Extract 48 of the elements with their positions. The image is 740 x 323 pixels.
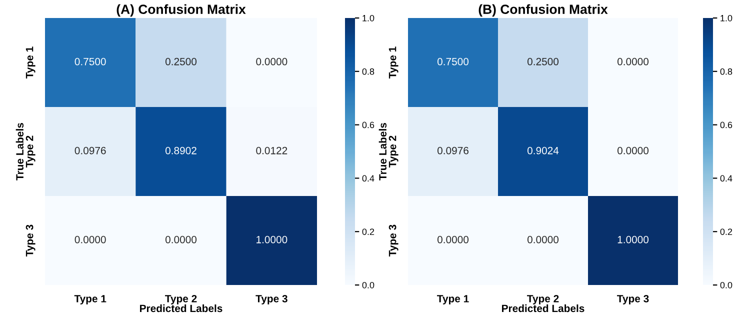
x-tick-label: Type 2	[527, 294, 559, 304]
y-axis-title: True Labels	[378, 122, 387, 180]
data-label: 0.8902	[165, 146, 196, 154]
color-bar-label: 0.0	[720, 282, 732, 288]
x-tick-label: Type 1	[74, 295, 106, 304]
data-label: 1.0000	[618, 236, 649, 244]
data-label: 0.7500	[74, 58, 106, 66]
data-label: 1.0000	[256, 236, 288, 244]
data-label: 0.0976	[437, 146, 468, 154]
y-tick-label: Type 1	[26, 46, 36, 78]
x-tick-label: Type 3	[256, 294, 288, 304]
y-tick-label: Type 2	[26, 136, 36, 168]
color-bar-label: 0.0	[362, 282, 374, 288]
data-label: 0.9024	[527, 146, 559, 154]
color-bar-label: 0.6	[720, 122, 732, 128]
y-tick-label: Type 1	[388, 46, 398, 78]
y-tick-label: Type 3	[26, 224, 36, 256]
color-bar-label: 0.8	[720, 68, 732, 75]
x-tick-label: Type 3	[617, 294, 649, 304]
chart-title: (A) Confusion Matrix	[116, 4, 246, 17]
color-bar-label: 0.2	[362, 228, 374, 235]
data-label: 0.7500	[437, 58, 469, 66]
data-label: 0.0000	[617, 146, 649, 154]
data-label: 0.0000	[437, 236, 469, 244]
color-bar-label: 1.0	[362, 14, 374, 22]
color-bar-label: 1.0	[720, 14, 732, 22]
color-bar-label: 0.4	[720, 175, 732, 182]
x-tick-label: Type 1	[437, 295, 469, 304]
data-label: 0.0000	[256, 58, 288, 66]
color-bar-label: 0.2	[720, 228, 732, 235]
y-axis-title: True Labels	[16, 122, 24, 180]
data-label: 0.0976	[74, 146, 106, 154]
x-axis-title: Predicted Labels	[502, 304, 584, 312]
x-tick-label: Type 2	[165, 294, 197, 304]
color-bar-label: 0.6	[362, 122, 374, 128]
y-tick-label: Type 3	[388, 224, 398, 256]
chart-title: (B) Confusion Matrix	[478, 4, 608, 17]
data-label: 0.0000	[617, 58, 649, 66]
data-label: 0.0000	[74, 236, 106, 244]
data-label: 0.2500	[165, 58, 197, 66]
data-label: 0.2500	[527, 58, 559, 66]
x-axis-title: Predicted Labels	[140, 304, 222, 312]
data-label: 0.0122	[256, 146, 288, 154]
color-bar-label: 0.4	[362, 175, 374, 182]
y-tick-label: Type 2	[388, 136, 398, 168]
data-label: 0.0000	[165, 236, 197, 244]
data-label: 0.0000	[527, 236, 559, 244]
color-bar-label: 0.8	[362, 68, 374, 75]
